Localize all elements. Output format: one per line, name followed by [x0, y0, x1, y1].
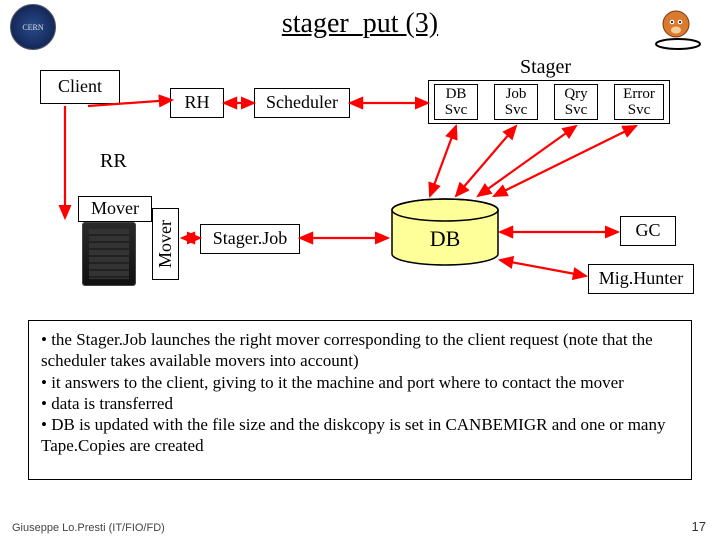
scheduler-label: Scheduler [266, 93, 338, 113]
client-label: Client [58, 77, 102, 97]
gc-box: GC [620, 216, 676, 246]
bullet-item: • the Stager.Job launches the right move… [41, 329, 679, 372]
mascot-icon [654, 6, 702, 50]
bullet-item: • DB is updated with the file size and t… [41, 414, 679, 457]
mighunter-box: Mig.Hunter [588, 264, 694, 294]
stagerjob-label: Stager.Job [213, 229, 288, 249]
page-title: stager_put (3) [0, 8, 720, 40]
qry-svc-box: Qry Svc [554, 84, 598, 120]
explanation-panel: • the Stager.Job launches the right move… [28, 320, 692, 480]
bullet-item: • data is transferred [41, 393, 679, 414]
error-svc-label: Error Svc [623, 86, 655, 119]
mighunter-label: Mig.Hunter [599, 269, 684, 289]
db-label: DB [390, 226, 500, 252]
job-svc-label: Job Svc [505, 86, 528, 119]
mover-label: Mover [91, 199, 139, 219]
mover-vertical-label: Mover [152, 208, 179, 280]
footer-author: Giuseppe Lo.Presti (IT/FIO/FD) [12, 522, 165, 534]
stager-label: Stager [520, 56, 571, 79]
db-svc-box: DB Svc [434, 84, 478, 120]
server-rack-icon [82, 222, 136, 286]
mover-box: Mover [78, 196, 152, 222]
footer-page-num: 17 [692, 519, 706, 534]
error-svc-box: Error Svc [614, 84, 664, 120]
scheduler-box: Scheduler [254, 88, 350, 118]
gc-label: GC [635, 221, 660, 241]
job-svc-box: Job Svc [494, 84, 538, 120]
bullet-item: • it answers to the client, giving to it… [41, 372, 679, 393]
db-svc-label: DB Svc [445, 86, 468, 119]
stagerjob-box: Stager.Job [200, 224, 300, 254]
client-box: Client [40, 70, 120, 104]
rr-label: RR [100, 150, 127, 173]
rh-box: RH [170, 88, 224, 118]
db-cylinder: DB [390, 198, 500, 262]
rh-label: RH [184, 93, 209, 113]
qry-svc-label: Qry Svc [564, 86, 587, 119]
